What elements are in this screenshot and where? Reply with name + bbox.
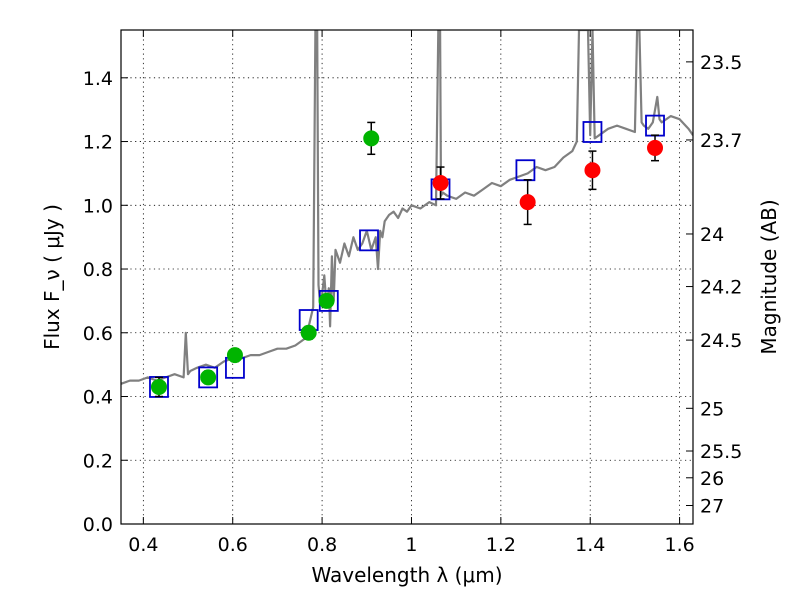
right-tick-label: 23.5 xyxy=(700,52,742,74)
y-tick-label: 0.6 xyxy=(83,323,113,345)
y-tick-label: 0.8 xyxy=(83,259,113,281)
y-tick-label: 1.2 xyxy=(83,132,113,154)
x-tick-label: 1.2 xyxy=(486,534,516,556)
observed-point xyxy=(200,369,217,386)
y-tick-label: 1.4 xyxy=(83,68,113,90)
right-tick-label: 27 xyxy=(700,496,724,518)
right-tick-label: 25.5 xyxy=(700,441,742,463)
right-axis-label: Magnitude (AB) xyxy=(757,199,781,354)
observed-point xyxy=(363,130,380,147)
x-axis-label: Wavelength λ (μm) xyxy=(311,563,502,587)
grid-layer xyxy=(121,30,693,525)
y-tick-label: 0.4 xyxy=(83,387,113,409)
observed-point xyxy=(584,162,601,179)
right-tick-label: 25 xyxy=(700,398,724,420)
y-tick-label: 0.2 xyxy=(83,450,113,472)
observed-point xyxy=(432,174,449,191)
x-tick-label: 1 xyxy=(405,534,417,556)
observed-point xyxy=(318,292,335,309)
right-tick-label: 24.2 xyxy=(700,277,742,299)
y-tick-label: 0.0 xyxy=(83,514,113,536)
right-tick-label: 23.7 xyxy=(700,130,742,152)
model-photometry-square xyxy=(645,114,665,137)
observed-point xyxy=(300,324,317,341)
x-tick-label: 1.6 xyxy=(664,534,694,556)
right-tick-label: 26 xyxy=(700,468,724,490)
right-tick-label: 24.5 xyxy=(700,330,742,352)
observed-point xyxy=(226,347,243,364)
observed-point xyxy=(519,194,536,211)
x-tick-label: 1.4 xyxy=(575,534,605,556)
model-photometry-square xyxy=(359,229,379,252)
y-tick-label: 1.0 xyxy=(83,195,113,217)
spectrum-line xyxy=(121,30,693,385)
x-tick-label: 0.8 xyxy=(307,534,337,556)
plot-frame xyxy=(120,29,694,525)
y-axis-label-group: Flux F_ν ( μJy ) xyxy=(40,204,64,350)
x-tick-label: 0.6 xyxy=(218,534,248,556)
observed-point xyxy=(150,378,167,395)
right-tick-label: 24 xyxy=(700,224,724,246)
model-photometry-square xyxy=(198,366,219,389)
y-axis-label: Flux F_ν ( μJy ) xyxy=(40,204,64,350)
right-axis-label-group: Magnitude (AB) xyxy=(757,199,781,354)
tick-layer: 0.4 0.6 0.8 1 1.2 1.4 1.6 0.0 0.2 0.4 0.6 0.8 1.0 1.2… xyxy=(83,30,742,556)
observed-point xyxy=(647,139,664,156)
model-photometry-square xyxy=(582,121,603,143)
x-tick-label: 0.4 xyxy=(128,534,158,556)
data-layer xyxy=(121,30,693,398)
